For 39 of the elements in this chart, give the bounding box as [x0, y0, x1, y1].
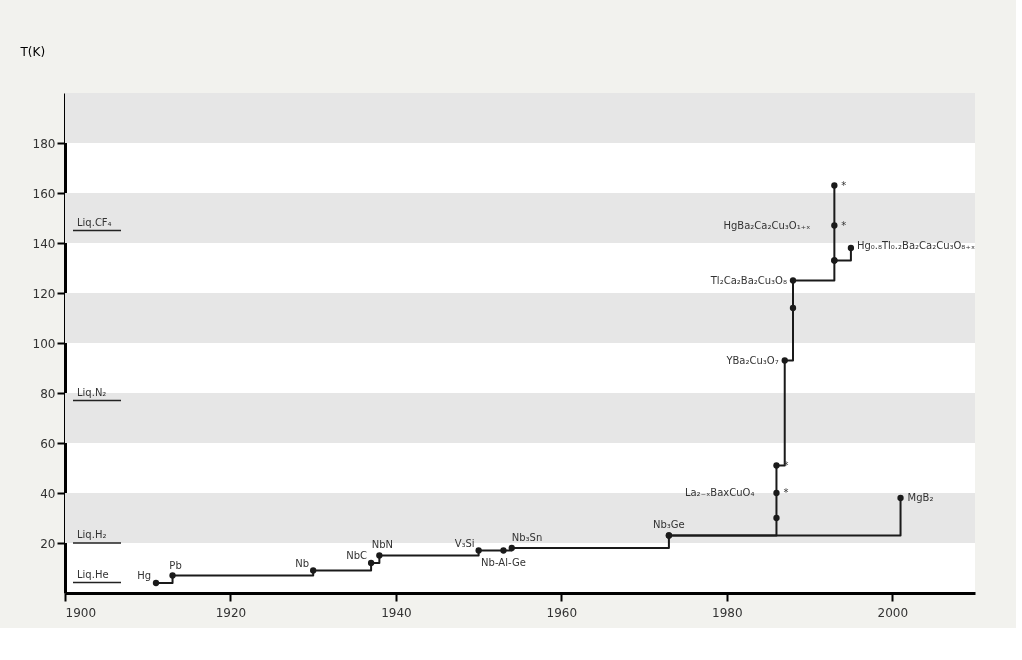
- x-tick-label: 2000: [877, 605, 909, 620]
- y-tick-label: 40: [40, 486, 56, 501]
- x-tick-label: 1960: [546, 605, 578, 620]
- y-tick-label: 80: [40, 386, 56, 401]
- annotation: Nb₃Sn: [511, 532, 543, 543]
- y-tick-label: 160: [32, 186, 56, 201]
- annotation: *: [783, 487, 789, 498]
- annotation: V₃Si: [454, 537, 475, 549]
- annotation: Nb₃Ge: [653, 518, 685, 530]
- ref-line-label: Liq.He: [77, 568, 109, 580]
- annotation: Nb: [295, 557, 310, 569]
- annotation: NbC: [346, 550, 368, 561]
- annotation: *: [841, 179, 847, 191]
- ref-line-label: Liq.CF₄: [77, 216, 112, 228]
- y-tick-label: 20: [40, 536, 56, 551]
- y-axis-title: T(K): [19, 44, 46, 59]
- y-tick-label: 120: [32, 286, 56, 301]
- x-tick-label: 1940: [381, 605, 412, 620]
- annotation: *: [783, 459, 789, 471]
- annotation: YBa₂Cu₃O₇: [725, 354, 779, 366]
- annotation: *: [841, 219, 847, 231]
- y-tick-label: 180: [32, 136, 56, 151]
- annotation: Nb-Al-Ge: [481, 556, 526, 568]
- x-tick-label: 1900: [65, 605, 97, 620]
- annotation: Hg: [137, 570, 151, 581]
- x-tick-label: 1920: [215, 605, 247, 620]
- annotation: La₂₋ₓBaxCuO₄: [684, 487, 755, 498]
- annotation: Hg₀.₈Tl₀.₂Ba₂Ca₂Cu₃O₈₊ₓ: [856, 240, 976, 251]
- y-tick-label: 140: [32, 236, 56, 251]
- annotation: Tl₂Ca₂Ba₂Cu₃O₈: [709, 274, 787, 286]
- ref-line-label: Liq.N₂: [77, 386, 107, 398]
- y-tick-label: 100: [32, 336, 56, 351]
- ref-line-label: Liq.H₂: [77, 529, 107, 540]
- annotation: HgBa₂Ca₂Cu₃O₁₊ₓ: [723, 219, 811, 231]
- annotation: MgB₂: [907, 492, 934, 503]
- annotation: Pb: [169, 559, 182, 571]
- y-tick-label: 60: [40, 436, 56, 451]
- annotation: NbN: [371, 538, 394, 550]
- x-tick-label: 1980: [712, 605, 743, 620]
